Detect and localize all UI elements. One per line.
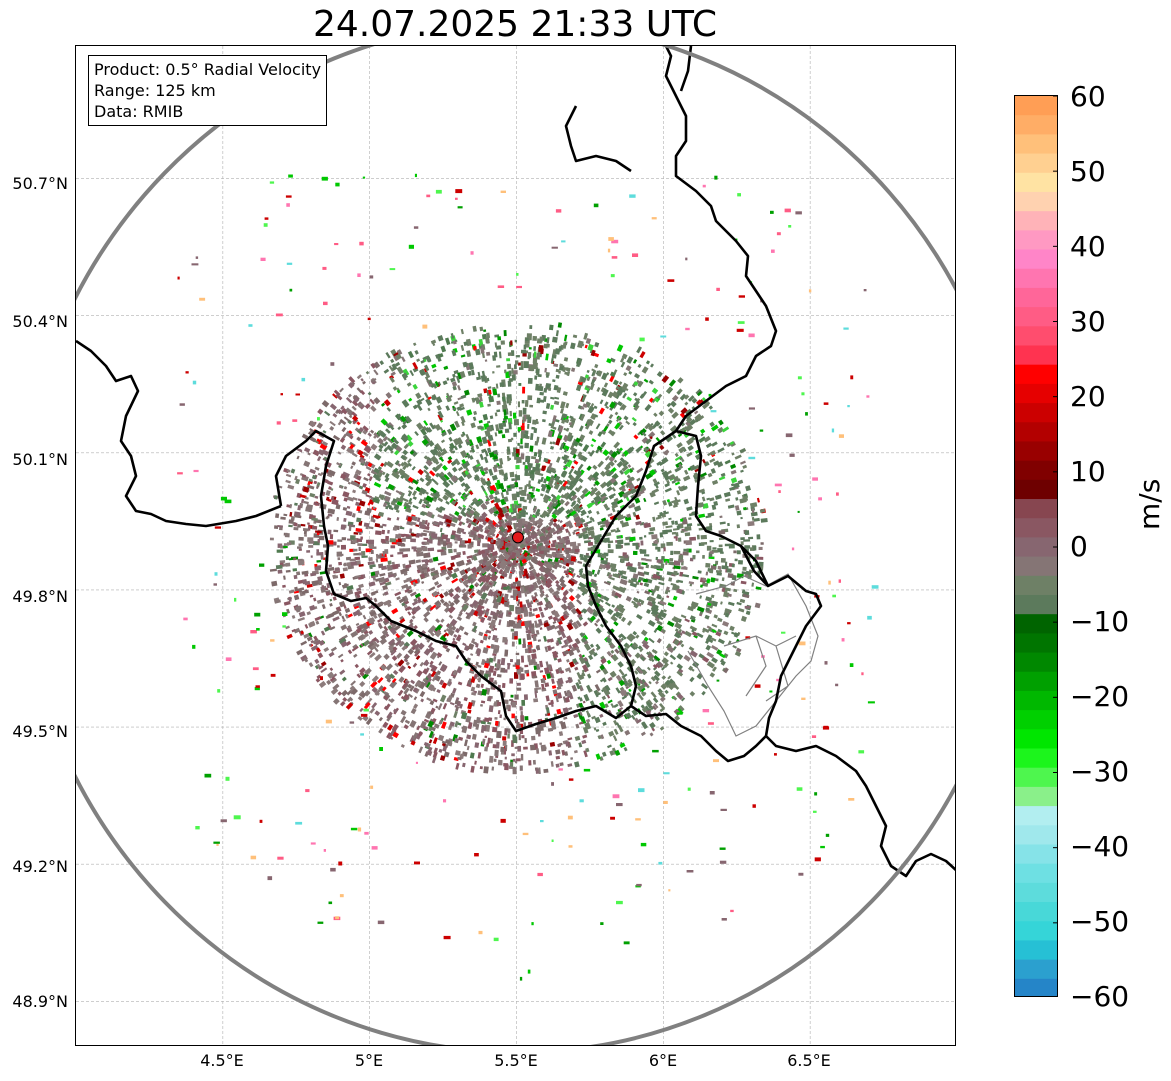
colorbar-tick-label: −30 xyxy=(1070,755,1130,788)
colorbar-swatch xyxy=(1015,287,1057,308)
map-title: 24.07.2025 21:33 UTC xyxy=(312,4,718,45)
colorbar-tick-label: 30 xyxy=(1070,305,1106,338)
colorbar-swatch xyxy=(1015,326,1057,347)
colorbar-swatch xyxy=(1015,767,1057,788)
colorbar-swatch xyxy=(1015,115,1057,135)
country-border xyxy=(664,46,778,432)
colorbar-swatch xyxy=(1015,211,1057,231)
lon-tick-label: 5°E xyxy=(354,1051,384,1070)
colorbar-swatch xyxy=(1015,652,1057,673)
colorbar-swatch xyxy=(1015,978,1057,996)
velocity-colorbar xyxy=(1014,95,1058,997)
colorbar-swatch xyxy=(1015,230,1057,251)
lon-tick-label: 6.5°E xyxy=(787,1051,831,1070)
lon-tick-label: 5.5°E xyxy=(494,1051,538,1070)
colorbar-tick-label: 10 xyxy=(1070,455,1106,488)
district-boundaries xyxy=(687,573,819,737)
colorbar-swatch xyxy=(1015,844,1057,865)
colorbar-swatch xyxy=(1015,172,1057,193)
colorbar-swatch xyxy=(1015,671,1057,692)
data-source-label: Data: RMIB xyxy=(94,102,184,121)
colorbar-swatch xyxy=(1015,882,1057,903)
colorbar-tick-label: 60 xyxy=(1070,80,1106,113)
product-label: Product: 0.5° Radial Velocity xyxy=(94,60,322,79)
colorbar-tick-label: −10 xyxy=(1070,605,1130,638)
colorbar-swatch xyxy=(1015,594,1057,615)
colorbar-swatch xyxy=(1015,959,1057,980)
lat-tick-label: 50.1°N xyxy=(12,450,68,469)
colorbar-tick-label: 0 xyxy=(1070,530,1088,563)
colorbar-swatch xyxy=(1015,441,1057,462)
range-label: Range: 125 km xyxy=(94,81,216,100)
lat-tick-label: 49.8°N xyxy=(12,587,68,606)
radar-map-canvas xyxy=(76,46,955,1045)
colorbar-swatch xyxy=(1015,383,1057,404)
colorbar-swatch xyxy=(1015,825,1057,846)
colorbar-swatch xyxy=(1015,614,1057,634)
colorbar-swatch xyxy=(1015,422,1057,443)
lat-tick-label: 49.2°N xyxy=(12,857,68,876)
lat-tick-label: 48.9°N xyxy=(12,992,68,1011)
colorbar-swatch xyxy=(1015,575,1057,596)
lat-tick-label: 50.4°N xyxy=(12,312,68,331)
radar-echoes xyxy=(177,173,879,981)
product-info-box: Product: 0.5° Radial Velocity Range: 125… xyxy=(88,55,328,126)
colorbar-swatch xyxy=(1015,460,1057,481)
colorbar-swatch xyxy=(1015,806,1057,826)
colorbar-swatch xyxy=(1015,710,1057,730)
colorbar-swatch xyxy=(1015,96,1057,116)
colorbar-swatch xyxy=(1015,153,1057,174)
colorbar-swatch xyxy=(1015,403,1057,423)
colorbar-swatch xyxy=(1015,518,1057,538)
colorbar-swatch xyxy=(1015,268,1057,289)
colorbar-tick-label: 20 xyxy=(1070,380,1106,413)
colorbar-swatch xyxy=(1015,479,1057,500)
radar-map[interactable] xyxy=(75,45,956,1046)
country-border xyxy=(564,105,632,173)
colorbar-tick-label: −60 xyxy=(1070,980,1130,1013)
colorbar-swatch xyxy=(1015,307,1057,327)
colorbar-swatch xyxy=(1015,863,1057,884)
colorbar-unit-label: m/s xyxy=(1133,478,1166,530)
colorbar-tick-label: 50 xyxy=(1070,155,1106,188)
colorbar-swatch xyxy=(1015,345,1057,366)
country-border xyxy=(740,545,770,587)
colorbar-swatch xyxy=(1015,940,1057,961)
colorbar-swatch xyxy=(1015,902,1057,922)
lat-tick-label: 50.7°N xyxy=(12,174,68,193)
colorbar-tick-label: −20 xyxy=(1070,680,1130,713)
colorbar-swatch xyxy=(1015,537,1057,558)
colorbar-swatch xyxy=(1015,690,1057,711)
colorbar-swatch xyxy=(1015,249,1057,270)
lon-tick-label: 4.5°E xyxy=(200,1051,244,1070)
country-border xyxy=(630,704,767,763)
colorbar-swatch xyxy=(1015,134,1057,155)
colorbar-tick-label: 40 xyxy=(1070,230,1106,263)
colorbar-swatch xyxy=(1015,499,1057,519)
country-border xyxy=(76,339,282,528)
colorbar-swatch xyxy=(1015,364,1057,385)
colorbar-swatch xyxy=(1015,786,1057,807)
colorbar-swatch xyxy=(1015,729,1057,750)
lon-tick-label: 6°E xyxy=(648,1051,678,1070)
colorbar-swatch xyxy=(1015,191,1057,212)
colorbar-swatch xyxy=(1015,748,1057,769)
colorbar-swatch xyxy=(1015,556,1057,577)
colorbar-tick-label: −40 xyxy=(1070,830,1130,863)
colorbar-tick-label: −50 xyxy=(1070,905,1130,938)
colorbar-swatch xyxy=(1015,633,1057,654)
radar-site-marker xyxy=(511,531,524,544)
colorbar-swatch xyxy=(1015,921,1057,942)
country-border xyxy=(274,429,955,878)
lat-tick-label: 49.5°N xyxy=(12,722,68,741)
